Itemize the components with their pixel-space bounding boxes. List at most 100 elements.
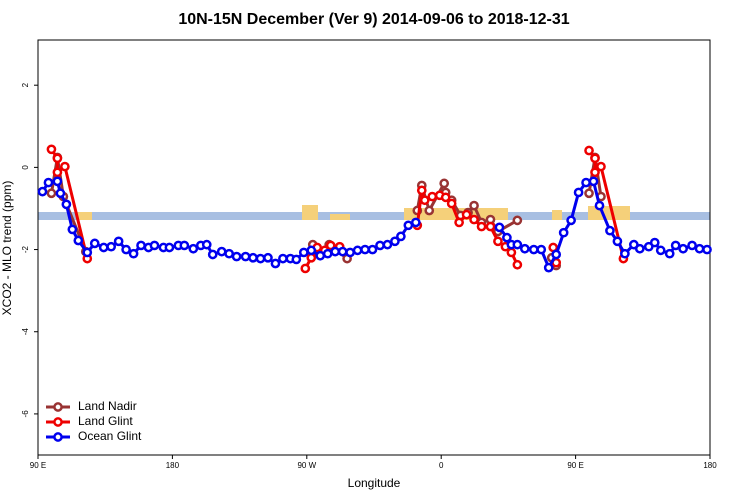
data-point	[634, 243, 645, 254]
data-point	[702, 244, 712, 255]
x-tick-label: 0	[439, 461, 444, 470]
data-point	[390, 236, 400, 247]
data-point	[584, 145, 594, 156]
data-point	[476, 221, 487, 232]
data-point	[649, 237, 660, 248]
data-point	[188, 243, 199, 254]
data-point	[512, 259, 523, 270]
data-point	[52, 167, 63, 178]
data-point	[330, 246, 341, 257]
legend-label: Land Glint	[78, 414, 133, 428]
data-point	[113, 236, 124, 247]
data-point	[231, 251, 242, 262]
data-point	[382, 239, 393, 250]
data-point	[98, 242, 109, 253]
data-point	[67, 224, 78, 235]
data-point	[536, 244, 547, 255]
data-point	[55, 188, 66, 199]
data-point	[179, 240, 190, 251]
data-point	[446, 198, 457, 209]
legend-marker	[53, 402, 63, 412]
data-point	[590, 153, 600, 164]
data-point	[73, 235, 84, 246]
data-point	[375, 240, 385, 251]
data-point	[60, 161, 70, 172]
data-point	[416, 185, 427, 196]
data-point	[566, 215, 576, 226]
legend-label: Land Nadir	[78, 399, 137, 413]
data-point	[37, 186, 48, 197]
data-point	[506, 247, 517, 258]
data-point	[43, 177, 54, 188]
data-point	[485, 221, 496, 232]
data-point	[573, 187, 584, 198]
data-point	[512, 215, 523, 226]
data-point	[454, 217, 464, 228]
data-point	[278, 253, 288, 264]
data-point	[255, 253, 266, 264]
data-point	[461, 209, 472, 220]
data-point	[270, 258, 281, 269]
data-point	[620, 248, 630, 259]
data-point	[82, 247, 93, 258]
land-band	[302, 205, 318, 220]
data-point	[655, 245, 666, 256]
data-point	[291, 254, 302, 265]
data-point	[469, 200, 479, 211]
x-tick-label: 90 E	[30, 461, 46, 470]
data-point	[519, 243, 530, 254]
land-band	[330, 214, 350, 220]
data-point	[240, 251, 251, 262]
land-ocean-band	[38, 205, 710, 220]
data-point	[360, 244, 370, 255]
data-point	[322, 248, 333, 259]
data-point	[594, 200, 605, 211]
chart-title: 10N-15N December (Ver 9) 2014-09-06 to 2…	[178, 11, 569, 28]
data-point	[403, 220, 414, 231]
data-point	[201, 239, 212, 250]
data-point	[427, 191, 438, 202]
y-tick-label: -4	[21, 328, 30, 336]
data-point	[551, 249, 562, 260]
data-point	[306, 252, 317, 263]
data-point	[596, 161, 606, 172]
data-point	[52, 153, 63, 164]
x-tick-label: 180	[703, 461, 717, 470]
data-point	[410, 217, 421, 228]
data-point	[315, 250, 326, 261]
data-point	[89, 238, 100, 249]
x-tick-label: 90 E	[567, 461, 583, 470]
data-point	[419, 195, 430, 206]
data-point	[494, 222, 505, 233]
data-point	[298, 247, 309, 258]
data-point	[325, 240, 336, 251]
data-point	[396, 231, 406, 242]
data-point	[678, 243, 688, 254]
data-point	[424, 205, 435, 216]
data-point	[337, 246, 348, 257]
data-point	[248, 252, 258, 263]
data-point	[149, 240, 160, 251]
data-point	[136, 240, 146, 251]
data-point	[493, 236, 503, 247]
data-point	[46, 144, 57, 155]
data-point	[528, 244, 539, 255]
x-axis-label: Longitude	[348, 476, 401, 490]
data-point	[207, 249, 218, 260]
data-point	[502, 232, 512, 243]
y-tick-label: 2	[21, 82, 30, 87]
data-point	[670, 240, 681, 251]
data-point	[164, 242, 175, 253]
data-point	[543, 262, 554, 273]
land-band	[552, 210, 562, 220]
y-tick-label: -6	[21, 410, 30, 418]
data-point	[687, 240, 697, 251]
land-band	[588, 206, 630, 220]
data-point	[581, 177, 591, 188]
data-point	[605, 225, 615, 236]
data-point	[440, 192, 451, 203]
data-point	[469, 214, 479, 225]
data-point	[588, 176, 599, 187]
data-point	[306, 245, 317, 256]
data-point	[664, 248, 675, 259]
